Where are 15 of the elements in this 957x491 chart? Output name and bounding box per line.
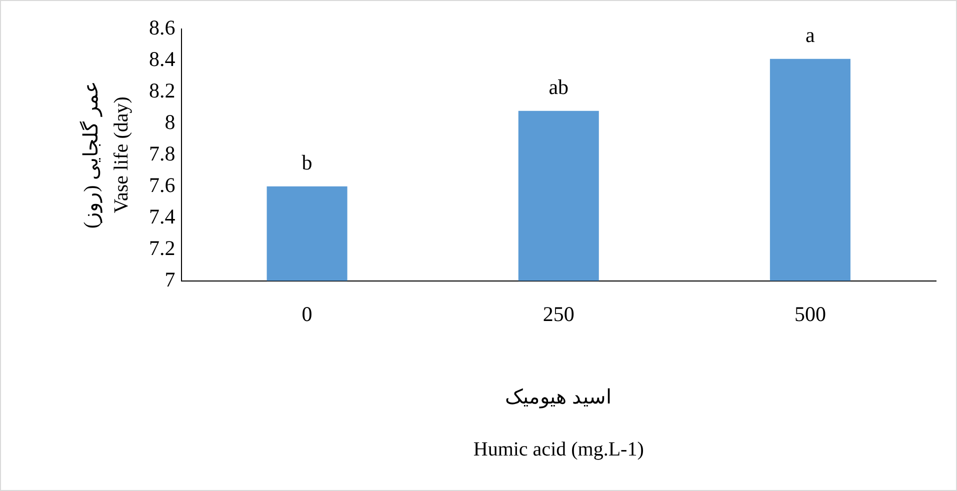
y-tick-label: 7 (164, 267, 176, 292)
y-tick-label: 8.2 (149, 78, 176, 102)
x-tick-label: 250 (542, 302, 574, 326)
y-tick-label: 7.6 (149, 172, 176, 197)
y-tick-label: 8.6 (149, 16, 176, 40)
y-tick-label: 7.4 (149, 204, 176, 228)
x-tick-label: 500 (794, 302, 826, 326)
annotation: b (302, 150, 312, 174)
y-tick-label: 8.4 (149, 46, 176, 71)
annotation: ab (548, 74, 569, 99)
x-tick-label: 0 (302, 302, 312, 326)
annotation: a (806, 22, 816, 47)
y-tick-label: 7.2 (149, 236, 176, 260)
y-tick-label: 7.8 (149, 141, 176, 166)
y-tick-label: 8 (164, 110, 176, 134)
